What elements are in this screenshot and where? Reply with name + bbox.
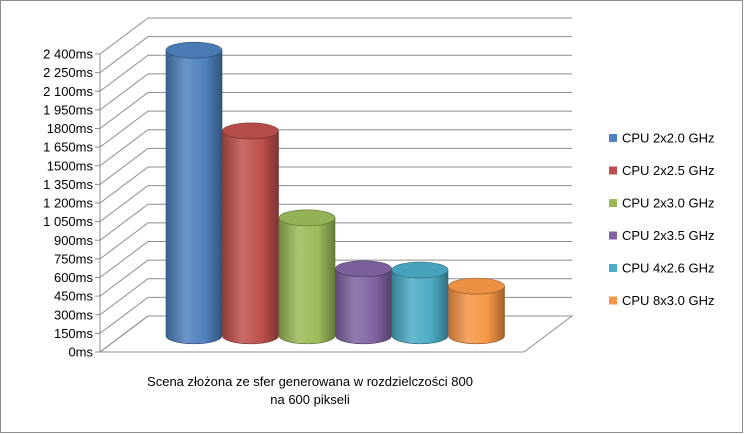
legend-item: CPU 8x3.0 GHz xyxy=(609,293,714,308)
y-axis: 0ms 150ms 300ms 450ms 600ms 750ms 900ms 1 050ms… xyxy=(43,47,100,360)
legend-item: CPU 2x3.5 GHz xyxy=(609,228,714,243)
gridline xyxy=(99,110,572,148)
legend-label: CPU 2x3.0 GHz xyxy=(622,196,714,211)
bar-2 xyxy=(222,122,279,345)
gridlines xyxy=(99,17,572,353)
y-tick-label: 300ms xyxy=(54,307,94,322)
y-tick-label: 1500ms xyxy=(47,158,94,173)
y-tick-label: 1 200ms xyxy=(43,196,93,211)
legend-label: CPU 2x3.5 GHz xyxy=(622,228,714,243)
gridline xyxy=(99,203,572,241)
bar-1 xyxy=(165,41,223,345)
y-tick-label: 900ms xyxy=(54,233,94,248)
y-tick-label: 450ms xyxy=(54,289,94,304)
y-tick-label: 2 250ms xyxy=(43,65,93,80)
bar-5 xyxy=(391,261,449,345)
y-tick-label: 1 950ms xyxy=(43,102,93,117)
legend-item: CPU 2x2.0 GHz xyxy=(609,131,714,146)
gridline xyxy=(99,54,572,92)
legend-label: CPU 4x2.6 GHz xyxy=(622,261,714,276)
bar-3 xyxy=(278,209,336,345)
x-axis-label-line-2: na 600 pikseli xyxy=(270,392,350,407)
legend-swatch xyxy=(609,166,617,175)
legend-label: CPU 2x2.5 GHz xyxy=(622,163,714,178)
y-tick-label: 1 050ms xyxy=(43,214,93,229)
bar-4 xyxy=(335,260,392,345)
x-axis-label-line-1: Scena złożona ze sfer generowana w rozdz… xyxy=(147,374,473,389)
y-tick-label: 2 400ms xyxy=(43,47,93,62)
y-tick-label: 1800ms xyxy=(47,121,94,136)
gridline xyxy=(99,241,572,278)
gridline xyxy=(99,129,572,167)
gridline xyxy=(99,166,572,204)
bar-body xyxy=(165,50,223,345)
legend: CPU 2x2.0 GHz CPU 2x2.5 GHz CPU 2x3.0 GHz C… xyxy=(609,131,714,308)
y-tick-label: 150ms xyxy=(54,326,94,341)
bar-body xyxy=(448,286,505,345)
y-tick-label: 1 650ms xyxy=(43,140,93,155)
y-tick-label: 1 350ms xyxy=(43,177,93,192)
legend-label: CPU 2x2.0 GHz xyxy=(622,131,714,146)
gridline xyxy=(99,92,572,129)
legend-swatch xyxy=(609,199,617,207)
bar-body xyxy=(391,269,449,345)
bar-top xyxy=(391,261,449,279)
bar-6 xyxy=(448,277,505,345)
gridline xyxy=(99,17,572,55)
y-tick-label: 2 100ms xyxy=(43,84,93,99)
bar-top xyxy=(165,41,223,59)
bar-body xyxy=(222,130,279,345)
bar-top xyxy=(448,277,505,295)
bar-body xyxy=(335,268,392,345)
bar-body xyxy=(278,217,336,345)
legend-item: CPU 2x2.5 GHz xyxy=(609,163,714,178)
y-tick-label: 600ms xyxy=(54,270,94,285)
legend-swatch xyxy=(609,134,617,142)
gridline xyxy=(99,147,572,185)
y-tick-label: 750ms xyxy=(54,251,94,266)
legend-swatch xyxy=(609,296,617,305)
legend-swatch xyxy=(609,231,617,240)
legend-label: CPU 8x3.0 GHz xyxy=(622,293,714,308)
bars xyxy=(165,41,505,345)
legend-swatch xyxy=(609,264,617,272)
bar-top xyxy=(335,260,392,278)
gridline xyxy=(99,222,572,260)
bar-top xyxy=(278,209,336,227)
legend-item: CPU 2x3.0 GHz xyxy=(609,196,714,211)
gridline xyxy=(99,36,572,74)
gridline xyxy=(99,259,572,297)
bar-top xyxy=(222,122,279,140)
gridline xyxy=(99,185,572,223)
gridline xyxy=(99,73,572,111)
y-tick-label: 0ms xyxy=(68,345,93,360)
legend-item: CPU 4x2.6 GHz xyxy=(609,261,714,276)
